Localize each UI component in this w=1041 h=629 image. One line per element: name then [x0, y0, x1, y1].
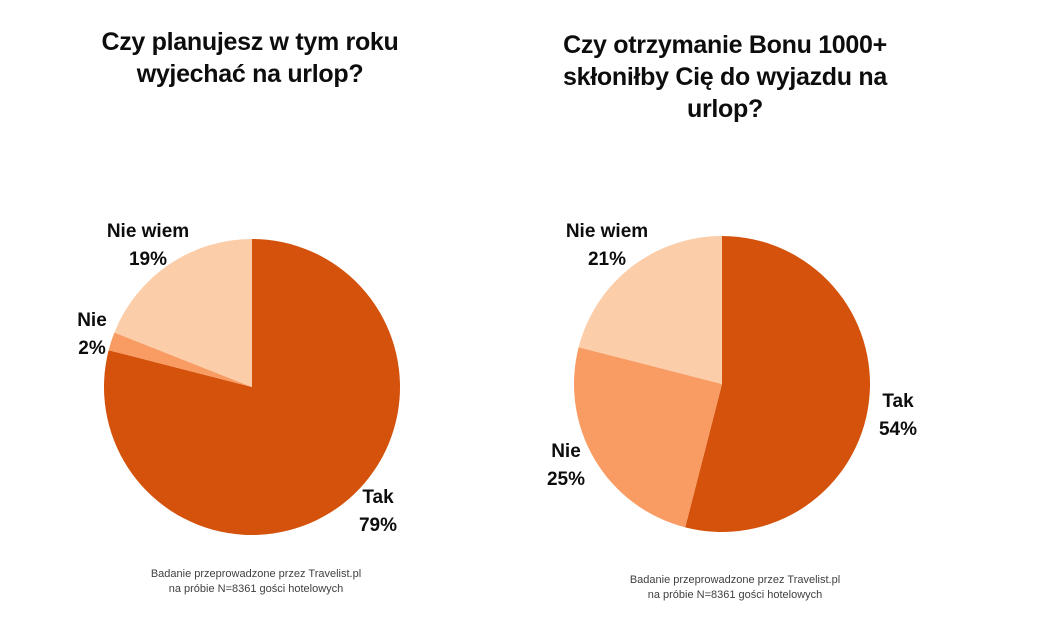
- pie-slice-nie-wiem: [578, 236, 722, 384]
- slice-label-name: Tak: [362, 487, 394, 508]
- source-note-line2: na próbie N=8361 gości hotelowych: [647, 588, 823, 601]
- pie-slice-tak: [685, 236, 870, 532]
- slice-label-percent: 21%: [587, 248, 627, 270]
- pie-chart-left: [104, 239, 400, 535]
- slice-label-name: Nie wiem: [106, 221, 190, 242]
- slice-label-percent: 19%: [128, 248, 168, 270]
- slice-label-percent: 54%: [878, 418, 918, 440]
- pie-slice-nie: [108, 332, 252, 387]
- left-slice-label-tak: Tak 79%: [337, 484, 419, 539]
- right-chart-title-line3: urlop?: [687, 95, 763, 123]
- left-slice-label-nie: Nie 2%: [51, 307, 133, 362]
- slice-label-percent: 79%: [358, 514, 398, 536]
- source-note-line1: Badanie przeprowadzone przez Travelist.p…: [150, 568, 362, 580]
- left-source-note: Badanie przeprowadzone przez Travelist.p…: [126, 567, 386, 597]
- source-note-line1: Badanie przeprowadzone przez Travelist.p…: [629, 574, 841, 586]
- slice-label-percent: 25%: [546, 468, 586, 490]
- right-slice-label-nie: Nie 25%: [525, 438, 607, 493]
- right-chart-title: Czy otrzymanie Bonu 1000+ skłoniłby Cię …: [550, 29, 900, 125]
- left-chart-title: Czy planujesz w tym roku wyjechać na url…: [75, 26, 425, 90]
- slice-label-name: Tak: [882, 391, 914, 412]
- right-chart-title-line1: Czy otrzymanie Bonu 1000+: [563, 31, 887, 59]
- pie-slice-tak: [104, 239, 400, 535]
- slice-label-percent: 2%: [78, 337, 106, 359]
- pie-chart-right: [574, 236, 870, 532]
- left-slice-label-nie-wiem: Nie wiem 19%: [87, 218, 209, 273]
- slice-label-name: Nie: [551, 441, 581, 462]
- left-chart-title-line1: Czy planujesz w tym roku: [101, 28, 399, 56]
- source-note-line2: na próbie N=8361 gości hotelowych: [168, 582, 344, 595]
- pie-slice-nie: [574, 347, 722, 528]
- slice-label-name: Nie wiem: [565, 221, 649, 242]
- right-slice-label-nie-wiem: Nie wiem 21%: [546, 218, 668, 273]
- pie-slice-nie-wiem: [114, 239, 252, 387]
- slice-label-name: Nie: [77, 310, 107, 331]
- right-source-note: Badanie przeprowadzone przez Travelist.p…: [605, 573, 865, 603]
- right-chart-title-line2: skłoniłby Cię do wyjazdu na: [563, 63, 887, 91]
- left-chart-title-line2: wyjechać na urlop?: [136, 60, 364, 88]
- right-slice-label-tak: Tak 54%: [857, 388, 939, 443]
